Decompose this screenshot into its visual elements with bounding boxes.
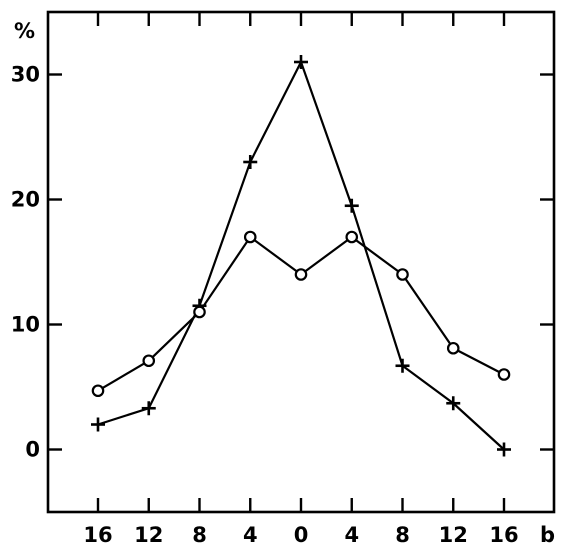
x-tick-label: 8 — [395, 523, 410, 547]
circle-point — [91, 384, 105, 398]
plus-point — [243, 155, 258, 169]
axes-frame — [46, 10, 556, 514]
x-tick-label: 16 — [83, 523, 112, 547]
y-tick-label: 30 — [11, 63, 40, 87]
circle-point — [446, 341, 460, 355]
y-tick-label: 20 — [11, 188, 40, 212]
plus-point — [91, 417, 105, 432]
x-tick-label: 4 — [344, 523, 359, 547]
x-axis-label: b — [540, 523, 555, 547]
x-tick-label: 4 — [243, 523, 258, 547]
y-axis-label: % — [14, 19, 35, 43]
plus-point — [294, 55, 308, 69]
x-tick-label: 0 — [294, 523, 309, 547]
circle-point — [345, 230, 359, 244]
plus-point — [395, 358, 410, 373]
plus-point — [344, 198, 359, 213]
circle-point — [193, 305, 206, 319]
series-circle-segment — [355, 239, 399, 273]
axis-ticks: 0 10 20 30 16 12 8 4 0 4 8 12 16 — [11, 12, 554, 547]
x-tick-label: 12 — [439, 523, 468, 547]
series-plus-line — [97, 59, 505, 451]
circle-point — [243, 230, 257, 244]
x-tick-label: 8 — [192, 523, 207, 547]
series-circle-segment — [404, 278, 452, 345]
series-lines — [97, 59, 505, 451]
plus-point — [446, 396, 461, 411]
x-tick-label: 12 — [134, 523, 163, 547]
circle-point — [294, 268, 308, 281]
y-tick-label: 10 — [11, 313, 40, 337]
plot-frame — [46, 10, 556, 514]
plus-point — [141, 401, 156, 416]
y-tick-label: 0 — [25, 438, 40, 462]
circle-point — [142, 354, 156, 368]
series-circle-segment — [201, 240, 249, 309]
circle-point — [497, 368, 511, 381]
series-markers — [91, 55, 511, 457]
series-circle-segment — [253, 239, 298, 273]
series-circle-segment — [304, 239, 349, 273]
x-tick-label: 16 — [489, 523, 518, 547]
series-circle-segment — [457, 349, 500, 374]
plus-point — [497, 442, 511, 457]
series-circle-segment — [151, 314, 197, 358]
series-circle-segment — [101, 362, 145, 390]
axis-labels: % b — [14, 19, 555, 547]
circle-point — [396, 268, 409, 281]
